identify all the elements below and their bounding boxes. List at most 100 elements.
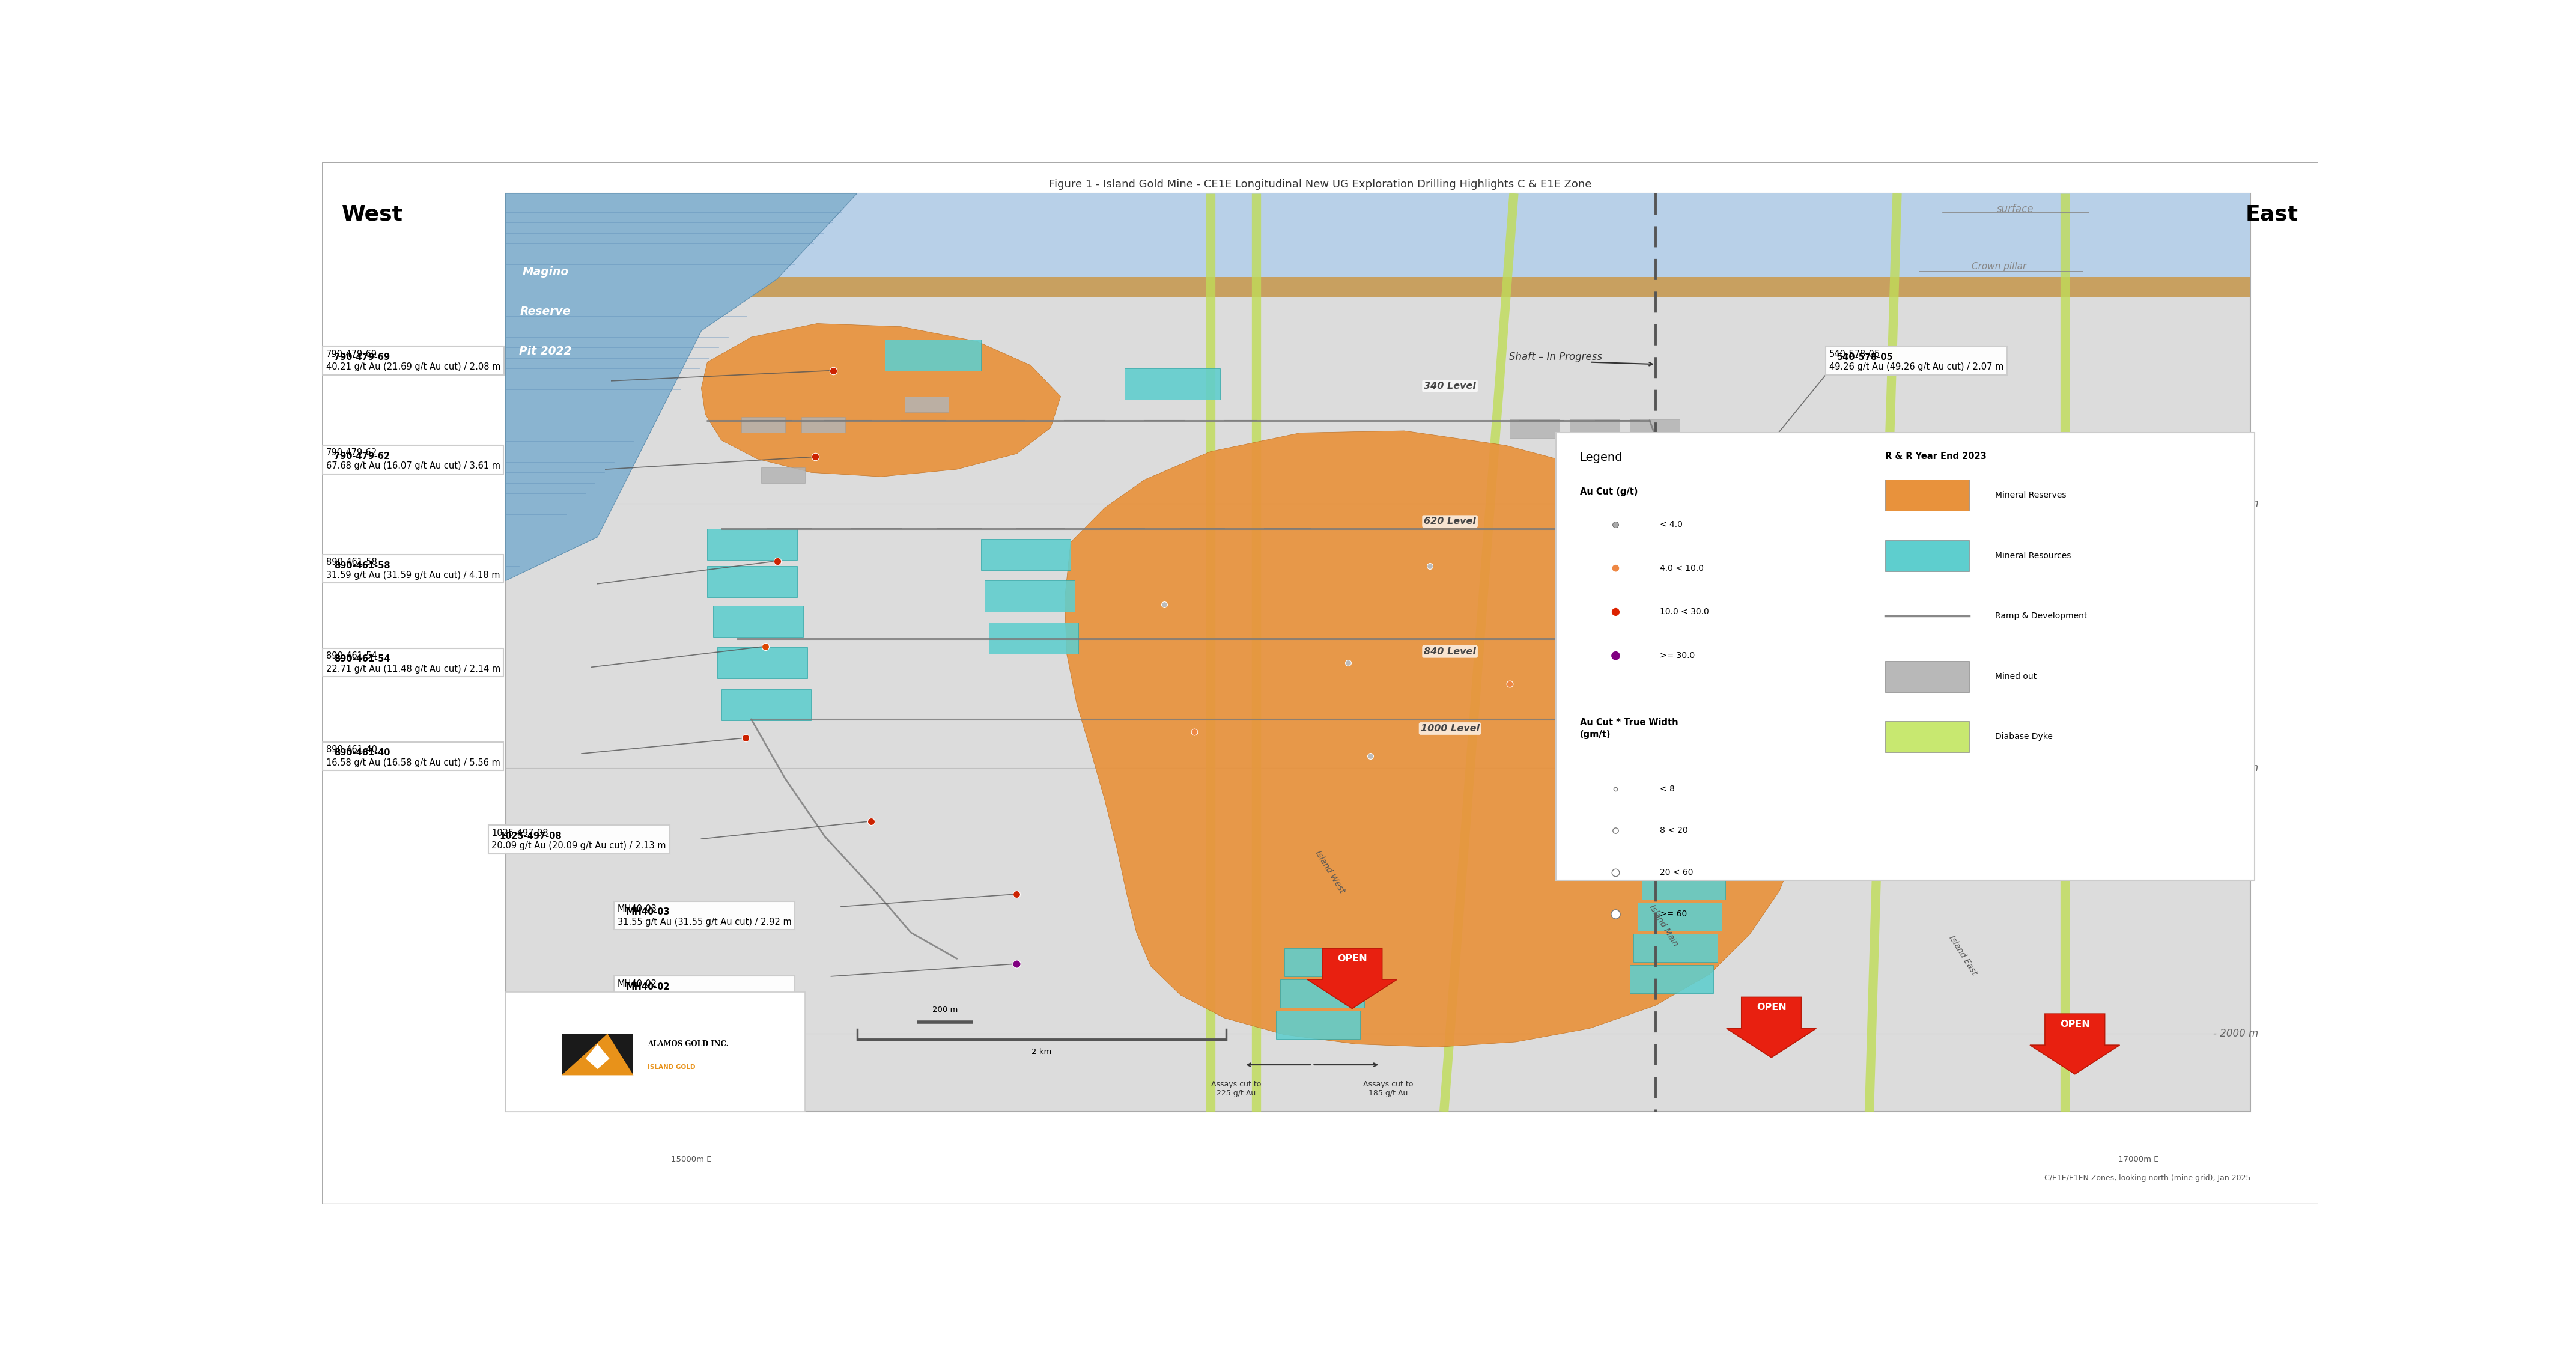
Bar	[801, 418, 845, 433]
Bar	[762, 468, 806, 483]
Point	[793, 446, 835, 468]
Text: 790-479-62
67.68 g/t Au (16.07 g/t Au cut) / 3.61 m: 790-479-62 67.68 g/t Au (16.07 g/t Au cu…	[327, 449, 500, 470]
Bar	[2007, 622, 2107, 657]
Text: Mined out: Mined out	[1994, 672, 2038, 680]
Text: >= 60: >= 60	[1659, 910, 1687, 918]
Point	[997, 953, 1038, 975]
Bar	[562, 1033, 634, 1075]
Bar	[714, 606, 804, 637]
Text: - 2000 m: - 2000 m	[2213, 1028, 2259, 1038]
FancyArrow shape	[1306, 948, 1396, 1009]
Text: >= 30.0: >= 30.0	[1659, 652, 1695, 660]
Point	[811, 360, 853, 381]
Text: 1025-497-08: 1025-497-08	[500, 831, 562, 841]
Bar	[1275, 1011, 1360, 1038]
Point	[1595, 903, 1636, 925]
Point	[1595, 779, 1636, 800]
Text: Island West: Island West	[1314, 849, 1347, 895]
Text: 8 < 20: 8 < 20	[1659, 826, 1687, 834]
Text: Magino: Magino	[523, 266, 569, 277]
Polygon shape	[505, 277, 2251, 297]
Text: OPEN: OPEN	[1757, 1003, 1785, 1013]
Text: 200 m: 200 m	[933, 1006, 958, 1014]
Text: Pit 2022: Pit 2022	[520, 346, 572, 357]
Text: Diabase Dyke: Diabase Dyke	[1994, 733, 2053, 741]
Text: 890-461-58
31.59 g/t Au (31.59 g/t Au cut) / 4.18 m: 890-461-58 31.59 g/t Au (31.59 g/t Au cu…	[327, 558, 500, 580]
Point	[1595, 514, 1636, 535]
Text: 890-461-58: 890-461-58	[335, 561, 389, 571]
Polygon shape	[585, 1044, 611, 1069]
Text: ISLAND GOLD: ISLAND GOLD	[647, 1064, 696, 1069]
Text: Legend: Legend	[1579, 452, 1623, 464]
Point	[1685, 511, 1726, 533]
Polygon shape	[1994, 542, 2043, 571]
Bar	[1595, 537, 1692, 571]
Bar	[1638, 902, 1721, 930]
Bar	[2012, 669, 2110, 703]
FancyArrow shape	[1726, 998, 1816, 1057]
Text: Reserve: Reserve	[520, 306, 572, 318]
Bar	[716, 648, 806, 679]
Text: MH40-03: MH40-03	[626, 907, 670, 917]
Point	[1628, 810, 1669, 831]
Text: surface: surface	[1996, 204, 2032, 215]
Bar	[989, 622, 1079, 653]
Text: West: West	[343, 204, 404, 224]
Bar	[1886, 480, 1968, 511]
Bar	[1510, 419, 1561, 438]
Text: 890-461-40: 890-461-40	[335, 749, 389, 757]
Polygon shape	[701, 323, 1061, 477]
Text: 890-461-54
22.71 g/t Au (11.48 g/t Au cut) / 2.14 m: 890-461-54 22.71 g/t Au (11.48 g/t Au cu…	[327, 652, 500, 673]
Text: Au Cut (g/t): Au Cut (g/t)	[1579, 487, 1638, 496]
Text: < 4.0: < 4.0	[1659, 521, 1682, 529]
Bar	[505, 193, 2251, 1111]
Text: Figure 1 - Island Gold Mine - CE1E Longitudinal New UG Exploration Drilling High: Figure 1 - Island Gold Mine - CE1E Longi…	[1048, 178, 1592, 189]
Text: 790-479-69
40.21 g/t Au (21.69 g/t Au cut) / 2.08 m: 790-479-69 40.21 g/t Au (21.69 g/t Au cu…	[327, 350, 500, 372]
Text: - 500 m: - 500 m	[2221, 499, 2259, 510]
Bar	[1631, 965, 1713, 992]
Point	[1728, 443, 1770, 465]
Text: 20 < 60: 20 < 60	[1659, 868, 1692, 876]
Point	[1327, 652, 1368, 673]
Text: 1000 Level: 1000 Level	[1419, 725, 1479, 733]
Text: 890-461-54: 890-461-54	[335, 654, 389, 664]
Point	[757, 550, 799, 572]
Bar	[1994, 498, 2094, 531]
Polygon shape	[2014, 702, 2069, 737]
Text: 340 Level: 340 Level	[1425, 381, 1476, 391]
Polygon shape	[505, 193, 858, 581]
Bar	[1569, 419, 1620, 438]
Text: 790-479-69: 790-479-69	[335, 353, 389, 362]
Text: 540-578-08: 540-578-08	[1837, 477, 1893, 487]
Text: 890-461-40
16.58 g/t Au (16.58 g/t Au cut) / 5.56 m: 890-461-40 16.58 g/t Au (16.58 g/t Au cu…	[327, 745, 500, 767]
Text: 2 km: 2 km	[1030, 1048, 1051, 1056]
Bar	[1641, 871, 1726, 899]
Text: 540-578-05: 540-578-05	[1837, 353, 1893, 362]
Polygon shape	[2004, 621, 2056, 652]
Bar	[721, 690, 811, 721]
Bar	[1680, 438, 1723, 454]
Point	[850, 810, 891, 831]
Polygon shape	[2022, 790, 2079, 826]
Polygon shape	[1064, 431, 1808, 1046]
Point	[1175, 721, 1216, 742]
Point	[997, 883, 1038, 904]
Bar	[1886, 661, 1968, 692]
Text: Au Cut * True Width
(gm/t): Au Cut * True Width (gm/t)	[1579, 718, 1677, 740]
Point	[1489, 673, 1530, 695]
Point	[1595, 645, 1636, 667]
Bar	[1285, 948, 1368, 976]
Text: MH40-02
55.50 g/t Au (45.31 g/t Au cut) / 3.87 m: MH40-02 55.50 g/t Au (45.31 g/t Au cut) …	[618, 979, 791, 1002]
Text: Ramp & Development: Ramp & Development	[1994, 612, 2087, 621]
Text: 1025-497-08
20.09 g/t Au (20.09 g/t Au cut) / 2.13 m: 1025-497-08 20.09 g/t Au (20.09 g/t Au c…	[492, 829, 667, 850]
Text: Crown pillar: Crown pillar	[1971, 262, 2027, 272]
Bar	[1631, 419, 1680, 438]
Bar	[1886, 541, 1968, 572]
Point	[1628, 646, 1669, 668]
Polygon shape	[2009, 660, 2058, 694]
Text: 790-479-62: 790-479-62	[335, 452, 389, 461]
Text: 4.0 < 10.0: 4.0 < 10.0	[1659, 564, 1703, 572]
Text: R & R Year End 2023: R & R Year End 2023	[1886, 452, 1986, 461]
Point	[744, 635, 786, 657]
Text: Shaft – In Progress: Shaft – In Progress	[1510, 352, 1602, 362]
